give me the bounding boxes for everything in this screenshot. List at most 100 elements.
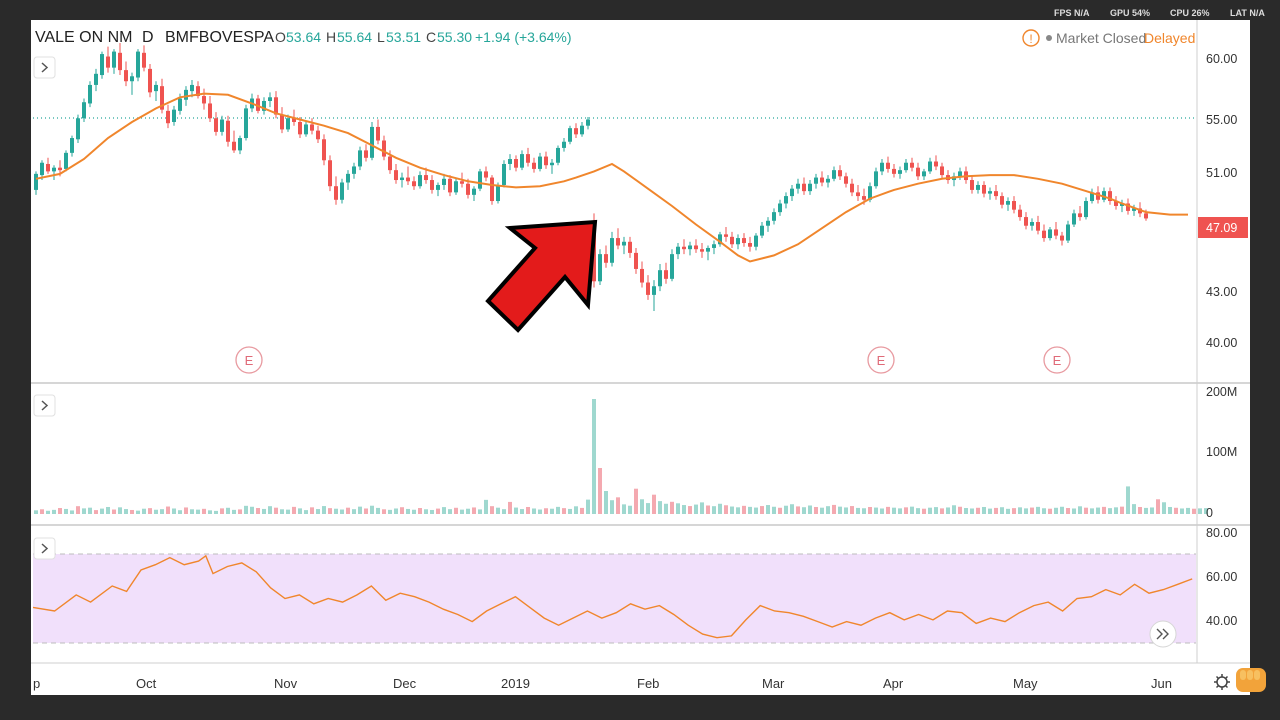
candle-body bbox=[730, 236, 734, 245]
volume-bar bbox=[730, 506, 734, 514]
volume-bar bbox=[1150, 507, 1154, 514]
candle-body bbox=[898, 170, 902, 174]
candle-body bbox=[586, 119, 590, 126]
candle-body bbox=[202, 96, 206, 104]
volume-bar bbox=[784, 505, 788, 514]
volume-bar bbox=[400, 507, 404, 514]
candle-body bbox=[400, 177, 404, 181]
chevron-right-icon[interactable] bbox=[33, 56, 56, 79]
volume-bar bbox=[1144, 507, 1148, 514]
warning-icon[interactable]: ! bbox=[1022, 29, 1040, 47]
volume-bar bbox=[724, 505, 728, 514]
gear-icon[interactable] bbox=[1214, 674, 1230, 690]
volume-bar bbox=[352, 509, 356, 514]
candle-body bbox=[406, 177, 410, 182]
interval-label[interactable]: D bbox=[142, 29, 154, 46]
date-tick: Nov bbox=[274, 676, 298, 691]
volume-bar bbox=[124, 509, 128, 514]
volume-bar bbox=[550, 508, 554, 514]
candle-body bbox=[1084, 201, 1088, 218]
volume-bar bbox=[94, 510, 98, 514]
volume-bar bbox=[376, 507, 380, 514]
earnings-marker[interactable]: E bbox=[867, 346, 895, 374]
volume-bar bbox=[448, 509, 452, 514]
candle-body bbox=[922, 171, 926, 177]
rsi-band bbox=[33, 554, 1196, 643]
volume-bar bbox=[1162, 502, 1166, 514]
volume-bar bbox=[244, 505, 248, 514]
candle-body bbox=[604, 254, 608, 263]
volume-bar bbox=[718, 503, 722, 514]
volume-bar bbox=[904, 507, 908, 514]
chevron-right-icon[interactable] bbox=[33, 537, 56, 560]
volume-bar bbox=[256, 508, 260, 514]
candle-body bbox=[160, 86, 164, 110]
candle-body bbox=[694, 245, 698, 250]
volume-bar bbox=[994, 507, 998, 514]
volume-bar bbox=[262, 508, 266, 514]
candle-body bbox=[64, 152, 68, 169]
candle-body bbox=[670, 254, 674, 279]
candle-body bbox=[106, 56, 110, 68]
volume-bar bbox=[166, 506, 170, 514]
volume-bar bbox=[886, 506, 890, 514]
earnings-marker[interactable]: E bbox=[1043, 346, 1071, 374]
volume-bar bbox=[226, 507, 230, 514]
volume-bar bbox=[814, 506, 818, 514]
double-chevron-right-icon[interactable] bbox=[1149, 620, 1177, 648]
volume-bar bbox=[286, 509, 290, 514]
volume-bar bbox=[832, 504, 836, 514]
candle-body bbox=[712, 244, 716, 248]
volume-bar bbox=[850, 506, 854, 514]
volume-bar bbox=[1132, 504, 1136, 514]
candle-body bbox=[268, 97, 272, 101]
candle-body bbox=[1042, 230, 1046, 239]
candle-body bbox=[1048, 229, 1052, 239]
candle-body bbox=[622, 241, 626, 246]
candle-body bbox=[1144, 213, 1148, 219]
candle-body bbox=[220, 119, 224, 132]
candle-body bbox=[640, 268, 644, 283]
volume-bar bbox=[796, 506, 800, 514]
candle-body bbox=[994, 191, 998, 197]
candle-body bbox=[1126, 203, 1130, 211]
candle-body bbox=[1072, 213, 1076, 225]
candle-body bbox=[58, 167, 62, 171]
volume-bar bbox=[190, 509, 194, 514]
chevron-right-icon[interactable] bbox=[33, 394, 56, 417]
candle-body bbox=[46, 163, 50, 172]
candle-body bbox=[322, 139, 326, 161]
symbol-name[interactable]: VALE ON NM bbox=[35, 29, 133, 46]
svg-text:E: E bbox=[877, 353, 886, 368]
candle-body bbox=[988, 191, 992, 194]
volume-bar bbox=[586, 499, 590, 514]
volume-bar bbox=[616, 497, 620, 514]
candle-body bbox=[754, 235, 758, 247]
candle-body bbox=[580, 125, 584, 135]
candle-body bbox=[1132, 208, 1136, 211]
volume-bar bbox=[910, 506, 914, 514]
volume-bar bbox=[76, 506, 80, 514]
rsi-tick: 40.00 bbox=[1206, 614, 1237, 628]
candle-body bbox=[862, 196, 866, 200]
candle-body bbox=[514, 159, 518, 168]
candle-body bbox=[1006, 201, 1010, 205]
volume-bar bbox=[1180, 508, 1184, 514]
candle-body bbox=[976, 184, 980, 190]
volume-bar bbox=[154, 509, 158, 514]
volume-bar bbox=[322, 506, 326, 514]
volume-bar bbox=[388, 509, 392, 514]
candle-body bbox=[1060, 235, 1064, 241]
candle-body bbox=[808, 183, 812, 192]
candle-body bbox=[538, 156, 542, 169]
earnings-marker[interactable]: E bbox=[235, 346, 263, 374]
candle-body bbox=[616, 238, 620, 246]
candle-body bbox=[526, 154, 530, 163]
candle-body bbox=[772, 212, 776, 221]
candle-body bbox=[1114, 201, 1118, 206]
volume-bar bbox=[742, 505, 746, 514]
volume-bar bbox=[514, 507, 518, 514]
volume-bar bbox=[298, 508, 302, 514]
volume-bar bbox=[898, 508, 902, 514]
